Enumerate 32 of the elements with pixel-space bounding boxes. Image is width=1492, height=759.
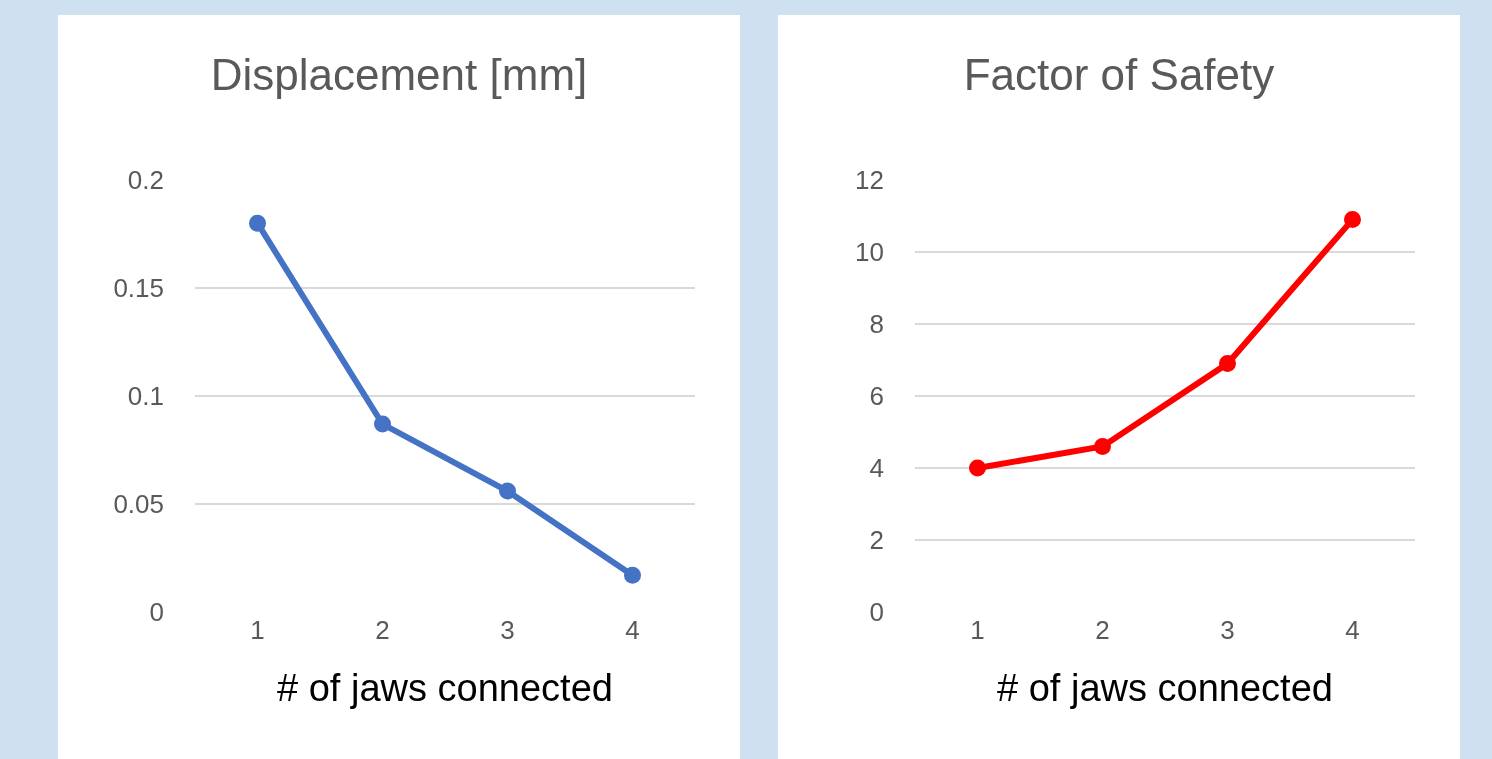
point [374, 415, 391, 433]
y-tick-label: 0 [869, 597, 884, 628]
x-tick-label: 4 [1345, 615, 1360, 645]
x-tick-label: 1 [970, 615, 985, 645]
y-tick-label: 2 [869, 525, 884, 556]
chart-title: Displacement [mm] [210, 49, 588, 99]
x-tick-label: 2 [375, 615, 390, 645]
y-tick-label: 0.2 [127, 165, 164, 196]
y-tick-label: 0.15 [113, 273, 164, 304]
point [1219, 355, 1236, 373]
y-tick-label: 4 [869, 453, 884, 484]
x-tick-label: 2 [1095, 615, 1110, 645]
point [1094, 437, 1111, 455]
x-axis-title: # of jaws connected [997, 667, 1333, 710]
y-tick-label: 0.05 [113, 489, 164, 520]
point [249, 214, 266, 232]
x-tick-label: 1 [250, 615, 265, 645]
y-tick-label: 12 [855, 165, 884, 196]
chart-title: Factor of Safety [963, 49, 1275, 99]
point [499, 482, 516, 500]
point [1344, 211, 1361, 229]
y-tick-label: 0 [149, 597, 164, 628]
y-tick-label: 8 [869, 309, 884, 340]
point [624, 566, 641, 584]
y-tick-label: 10 [855, 237, 884, 268]
point [969, 459, 986, 477]
x-axis-title: # of jaws connected [277, 667, 613, 710]
x-tick-label: 3 [1220, 615, 1235, 645]
x-tick-label: 4 [625, 615, 640, 645]
y-tick-label: 6 [869, 381, 884, 412]
x-tick-label: 3 [500, 615, 515, 645]
y-tick-label: 0.1 [127, 381, 164, 412]
